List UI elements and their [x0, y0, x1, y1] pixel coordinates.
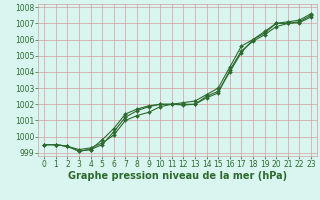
X-axis label: Graphe pression niveau de la mer (hPa): Graphe pression niveau de la mer (hPa) — [68, 171, 287, 181]
